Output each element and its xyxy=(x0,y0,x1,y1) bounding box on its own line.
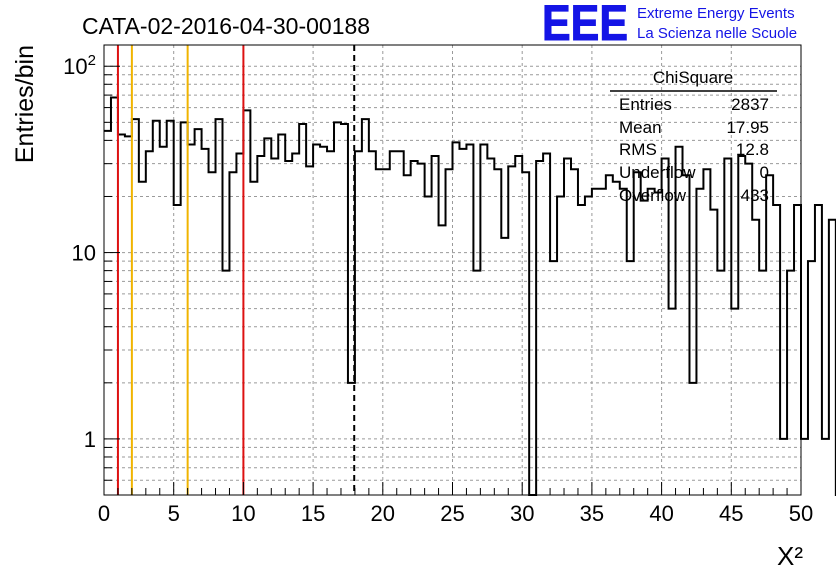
stats-label-entries: Entries xyxy=(619,95,672,114)
stats-label-underflow: Underflow xyxy=(619,163,696,182)
eee-logo: EEE xyxy=(542,0,628,51)
stats-label-rms: RMS xyxy=(619,140,657,159)
project-name-line2: La Scienza nelle Scuole xyxy=(637,25,797,42)
stats-value-overflow: 433 xyxy=(741,186,769,205)
x-tick-label: 0 xyxy=(98,501,110,526)
project-name-line1: Extreme Energy Events xyxy=(637,5,795,22)
x-tick-label: 10 xyxy=(231,501,255,526)
x-tick-label: 15 xyxy=(301,501,325,526)
x-tick-label: 35 xyxy=(580,501,604,526)
x-tick-label: 45 xyxy=(719,501,743,526)
stats-box-title: ChiSquare xyxy=(653,68,733,87)
run-title: CATA-02-2016-04-30-00188 xyxy=(82,13,370,39)
x-tick-label: 5 xyxy=(168,501,180,526)
statistics-box: ChiSquare Entries 2837 Mean 17.95 RMS 12… xyxy=(610,68,777,205)
reference-lines xyxy=(116,45,356,495)
y-tick-label: 1 xyxy=(84,427,96,452)
x-tick-label: 40 xyxy=(649,501,673,526)
x-tick-label: 25 xyxy=(440,501,464,526)
y-axis-label: Entries/bin xyxy=(11,45,39,163)
x-tick-label: 20 xyxy=(371,501,395,526)
stats-label-mean: Mean xyxy=(619,118,662,137)
stats-value-rms: 12.8 xyxy=(736,140,769,159)
stats-value-entries: 2837 xyxy=(731,95,769,114)
stats-value-mean: 17.95 xyxy=(726,118,769,137)
stats-value-underflow: 0 xyxy=(760,163,769,182)
x-tick-label: 30 xyxy=(510,501,534,526)
y-tick-label: 10 xyxy=(72,241,96,266)
stats-label-overflow: Overflow xyxy=(619,186,687,205)
x-tick-label: 50 xyxy=(789,501,813,526)
x-axis-label: X² xyxy=(777,541,803,571)
